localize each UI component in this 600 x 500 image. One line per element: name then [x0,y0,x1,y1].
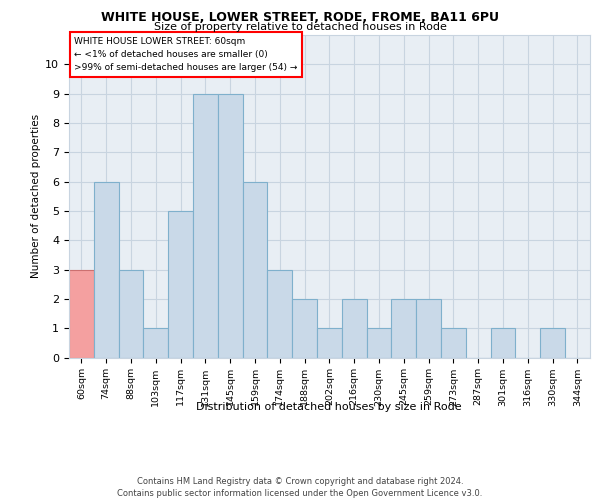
Text: Contains HM Land Registry data © Crown copyright and database right 2024.
Contai: Contains HM Land Registry data © Crown c… [118,476,482,498]
Bar [540,328,565,358]
Text: Distribution of detached houses by size in Rode: Distribution of detached houses by size … [196,402,461,412]
Bar [367,328,391,358]
Bar [491,328,515,358]
Bar [193,94,218,358]
Bar [441,328,466,358]
Bar [416,299,441,358]
Bar [69,270,94,358]
Text: WHITE HOUSE, LOWER STREET, RODE, FROME, BA11 6PU: WHITE HOUSE, LOWER STREET, RODE, FROME, … [101,11,499,24]
Bar [168,211,193,358]
Bar [391,299,416,358]
Bar [268,270,292,358]
Bar [292,299,317,358]
Bar [342,299,367,358]
Bar [119,270,143,358]
Bar [317,328,342,358]
Bar [94,182,119,358]
Bar [218,94,242,358]
Bar [143,328,168,358]
Y-axis label: Number of detached properties: Number of detached properties [31,114,41,278]
Text: Size of property relative to detached houses in Rode: Size of property relative to detached ho… [154,22,446,32]
Bar [242,182,268,358]
Text: WHITE HOUSE LOWER STREET: 60sqm
← <1% of detached houses are smaller (0)
>99% of: WHITE HOUSE LOWER STREET: 60sqm ← <1% of… [74,36,298,72]
